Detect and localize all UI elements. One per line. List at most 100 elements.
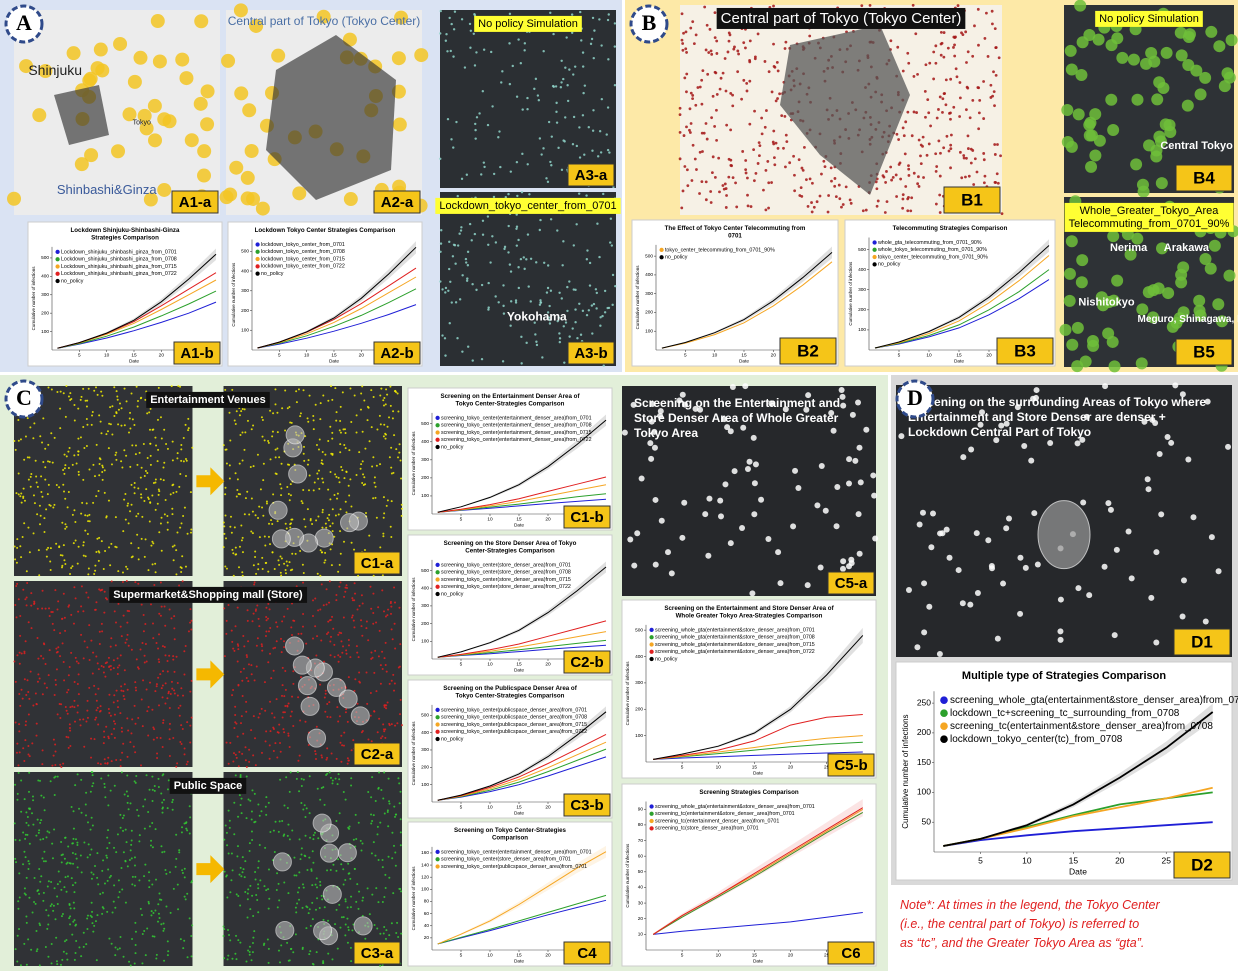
legend-label: screening_tokyo_center(publicspace_dense… xyxy=(441,864,587,870)
map-point xyxy=(137,558,140,561)
legend-label: screening_whole_gta(entertainment&store_… xyxy=(655,649,815,655)
map-point xyxy=(59,554,62,557)
map-point xyxy=(18,872,21,875)
map-point xyxy=(162,719,165,722)
map-point xyxy=(268,522,271,525)
map-point xyxy=(168,755,171,758)
map-point xyxy=(966,50,970,54)
map-point xyxy=(126,609,129,612)
map-point xyxy=(106,910,109,913)
map-point xyxy=(28,755,31,758)
map-point xyxy=(88,658,91,661)
map-point xyxy=(1212,298,1225,311)
map-point xyxy=(388,876,391,879)
map-point xyxy=(120,407,123,410)
map-point xyxy=(25,811,28,814)
x-tick-label: 15 xyxy=(516,952,522,958)
map-point xyxy=(582,91,585,95)
map-point xyxy=(106,430,109,433)
map-point xyxy=(160,898,163,901)
map-point xyxy=(355,414,358,417)
map-point xyxy=(558,337,562,340)
map-point xyxy=(162,922,165,925)
panel-tag-box xyxy=(563,941,611,965)
map-point xyxy=(938,193,942,197)
map-point xyxy=(745,81,749,85)
map-point xyxy=(288,561,291,564)
map-point xyxy=(342,868,345,871)
legend-label: screening_tokyo_center(store_denser_area… xyxy=(441,562,571,568)
map-point xyxy=(135,658,138,661)
series-line xyxy=(437,620,607,658)
map-point xyxy=(939,30,943,34)
map-point xyxy=(131,875,134,878)
map-point xyxy=(272,829,275,832)
map-point xyxy=(547,120,551,124)
map-point xyxy=(475,116,479,119)
map-point xyxy=(680,12,684,16)
map-point xyxy=(180,448,183,451)
map-point xyxy=(223,838,226,841)
map-point xyxy=(958,115,962,118)
x-tick-label: 5 xyxy=(681,764,684,770)
map-point xyxy=(1030,395,1037,402)
map-point xyxy=(366,887,369,890)
map-point xyxy=(143,654,146,657)
map-point xyxy=(315,444,318,447)
map-point xyxy=(70,651,73,654)
map-point xyxy=(386,614,389,617)
map-point xyxy=(763,125,767,129)
map-point xyxy=(592,109,595,112)
map-point xyxy=(375,690,378,693)
map-point xyxy=(235,553,238,556)
map-point xyxy=(937,530,944,537)
map-point xyxy=(398,443,401,446)
y-tick-label: 100 xyxy=(41,329,49,335)
map-point xyxy=(129,964,132,967)
map-point xyxy=(181,555,184,558)
map-point xyxy=(277,731,280,734)
map-point xyxy=(129,465,132,468)
x-tick-label: 20 xyxy=(545,516,551,522)
map-point xyxy=(123,669,126,672)
map-point xyxy=(359,408,362,411)
map-point xyxy=(252,715,255,718)
map-point xyxy=(390,922,393,925)
map-point xyxy=(260,751,263,754)
map-point xyxy=(119,758,122,761)
map-point xyxy=(290,626,293,629)
map-point xyxy=(241,431,244,434)
map-point xyxy=(1215,315,1228,328)
map-point xyxy=(190,679,193,682)
map-point xyxy=(260,810,263,813)
map-point xyxy=(171,507,174,510)
map-point xyxy=(74,838,77,841)
map-point xyxy=(28,896,31,899)
map-point xyxy=(958,96,962,100)
map-point xyxy=(245,700,248,703)
map-point xyxy=(1170,316,1183,329)
map-point xyxy=(133,962,136,965)
map-point xyxy=(167,779,170,782)
legend-label: Lockdown_shinjuku_shinbashi_ginza_from_0… xyxy=(61,249,177,255)
map-point xyxy=(67,688,70,691)
map-point xyxy=(727,175,731,179)
map-point xyxy=(148,886,151,889)
map-point xyxy=(324,689,327,692)
map-point xyxy=(1142,286,1155,299)
map-point xyxy=(171,808,174,811)
map-point xyxy=(346,906,349,909)
map-point xyxy=(110,463,113,466)
map-point xyxy=(135,689,138,692)
legend-marker xyxy=(435,864,440,869)
map-point xyxy=(762,188,765,192)
legend-marker xyxy=(435,430,440,435)
map-point xyxy=(790,523,797,530)
map-point xyxy=(856,444,863,451)
map-point xyxy=(16,654,19,657)
map-point xyxy=(63,679,66,682)
map-point xyxy=(224,493,227,496)
map-point xyxy=(80,512,83,515)
map-point xyxy=(244,746,247,749)
map-point xyxy=(109,423,112,426)
